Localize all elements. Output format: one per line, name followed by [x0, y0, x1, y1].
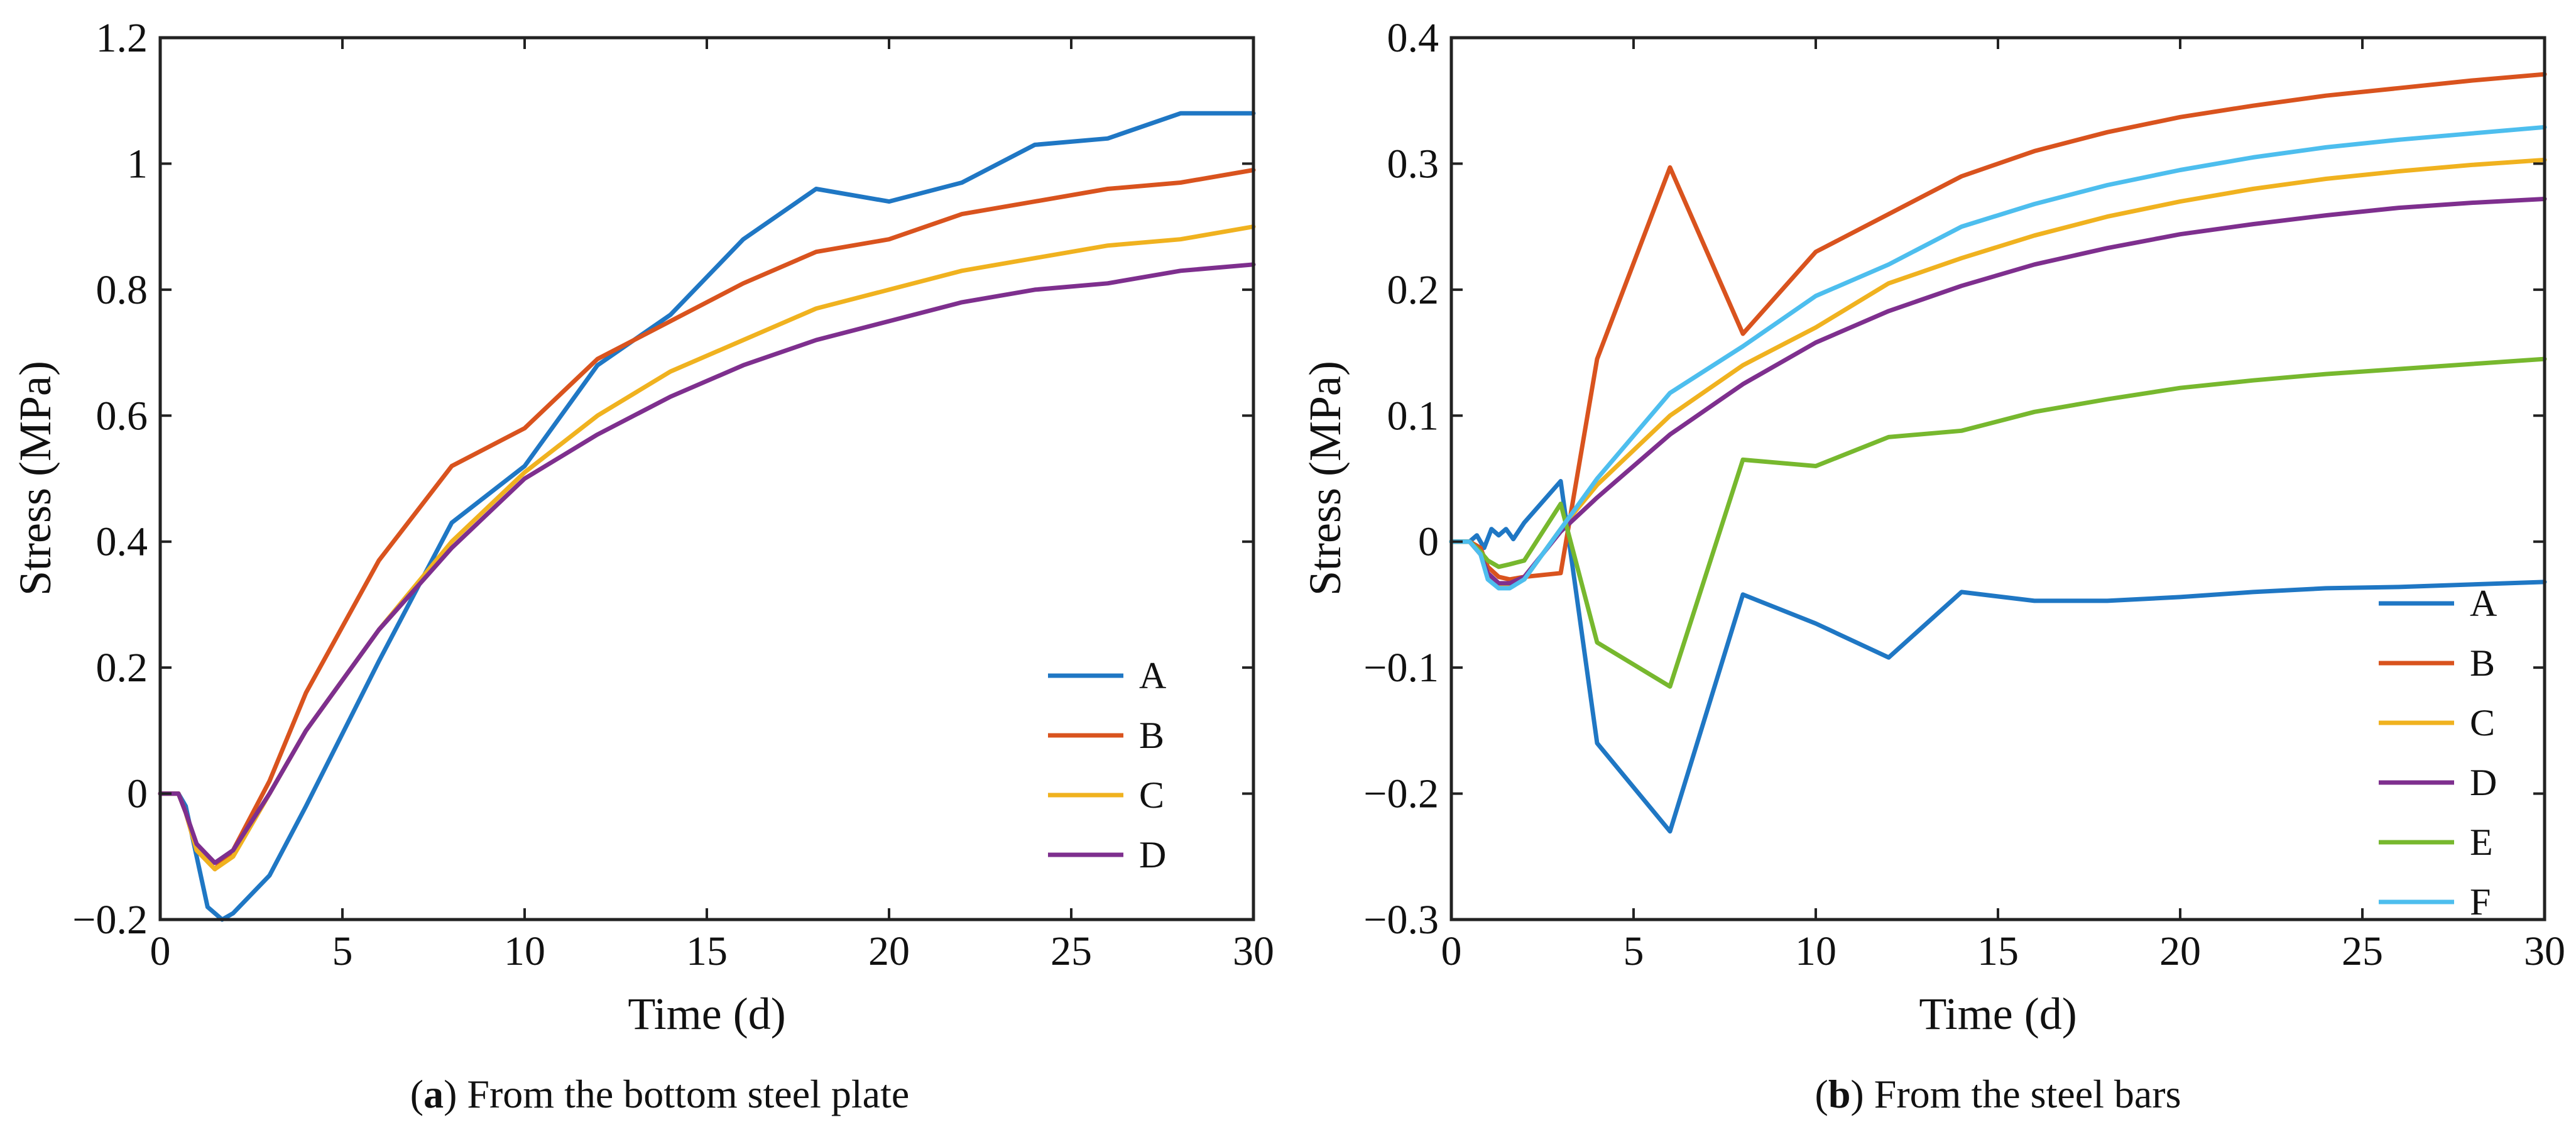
chart-b-y-tick-label: −0.1 — [1363, 645, 1439, 691]
chart-a-caption-label: a — [423, 1072, 444, 1116]
chart-b-x-tick-label: 5 — [1624, 928, 1644, 974]
chart-b-x-ticks: 0 5 10 15 20 25 30 — [1441, 38, 2565, 974]
chart-a-y-tick-label: −0.2 — [72, 897, 148, 943]
chart-b-x-tick-label: 25 — [2342, 928, 2383, 974]
chart-a-y-tick-label: 0 — [127, 771, 148, 817]
chart-b-y-axis-title: Stress (MPa) — [1300, 361, 1350, 596]
chart-b-legend-label-d: D — [2470, 762, 2497, 803]
chart-a-y-tick-label: 1 — [127, 141, 148, 187]
chart-b-x-tick-label: 10 — [1795, 928, 1836, 974]
chart-b-y-tick-label: −0.2 — [1363, 771, 1439, 817]
chart-b-caption-label: b — [1828, 1072, 1851, 1116]
chart-a-series-group — [158, 111, 1256, 922]
chart-a-x-tick-label: 15 — [686, 928, 728, 974]
chart-b-legend-label-a: A — [2470, 583, 2497, 624]
chart-b-x-tick-label: 30 — [2524, 928, 2565, 974]
chart-b-y-tick-label: 0.3 — [1387, 141, 1439, 187]
chart-a-series-a-line — [158, 111, 1256, 922]
chart-a-y-tick-label: 0.2 — [96, 645, 148, 691]
chart-b-y-tick-label: 0.1 — [1387, 393, 1439, 439]
chart-b-series-d-line — [1449, 197, 2547, 586]
chart-b-x-tick-label: 20 — [2159, 928, 2201, 974]
chart-a-caption: (a) From the bottom steel plate — [410, 1072, 910, 1116]
chart-a-y-tick-label: 0.6 — [96, 393, 148, 439]
chart-b-x-tick-label: 15 — [1977, 928, 2019, 974]
chart-b-y-ticks: −0.3 −0.2 −0.1 0 0.1 0.2 0.3 0.4 — [1363, 15, 2545, 943]
chart-a-series-d-line — [158, 262, 1256, 865]
chart-b-y-tick-label: 0.2 — [1387, 267, 1439, 313]
chart-a-x-tick-label: 20 — [868, 928, 910, 974]
chart-a-y-tick-label: 0.4 — [96, 519, 148, 565]
chart-a-x-tick-label: 5 — [332, 928, 353, 974]
chart-b-y-tick-label: 0 — [1418, 519, 1439, 565]
chart-b-legend-label-c: C — [2470, 702, 2495, 744]
chart-b-y-tick-label: −0.3 — [1363, 897, 1439, 943]
chart-a-x-axis-title: Time (d) — [628, 989, 785, 1039]
chart-a-y-axis-title: Stress (MPa) — [10, 361, 60, 596]
chart-a-x-tick-label: 30 — [1233, 928, 1274, 974]
chart-a: 0 5 10 15 20 25 30 −0.200.20.40.60.811.2 Time … — [10, 15, 1274, 1116]
chart-b-x-tick-label: 0 — [1441, 928, 1462, 974]
chart-b-y-tick-label: 0.4 — [1387, 15, 1439, 61]
chart-a-x-tick-label: 25 — [1051, 928, 1092, 974]
chart-a-y-tick-label: 1.2 — [96, 15, 148, 61]
chart-a-series-c-line — [158, 224, 1256, 872]
chart-a-legend-label-a: A — [1139, 655, 1166, 696]
chart-a-x-tick-label: 10 — [504, 928, 545, 974]
chart-b-series-a-line — [1449, 479, 2547, 834]
chart-b: 0 5 10 15 20 25 30 −0.3 −0.2 −0.1 0 0.1 0.2 0.3 0.4 T… — [1300, 15, 2565, 1116]
chart-b-series-group — [1449, 72, 2547, 834]
chart-b-legend-label-e: E — [2470, 822, 2493, 863]
chart-b-series-b-line — [1449, 72, 2547, 582]
chart-b-caption-text: From the steel bars — [1874, 1072, 2181, 1116]
chart-b-legend-label-b: B — [2470, 642, 2495, 684]
chart-b-series-f-line — [1449, 124, 2547, 591]
chart-a-x-tick-label: 0 — [150, 928, 171, 974]
chart-a-y-ticks: −0.2 0 0.2 0.4 0.6 0.8 1 1.2 — [72, 15, 1253, 943]
chart-a-legend-label-c: C — [1139, 774, 1164, 816]
chart-a-caption-text: From the bottom steel plate — [467, 1072, 909, 1116]
chart-a-legend-label-d: D — [1139, 834, 1166, 876]
chart-b-legend-label-f: F — [2470, 881, 2491, 923]
chart-b-x-axis-title: Time (d) — [1919, 989, 2077, 1039]
chart-a-y-tick-label: 0.8 — [96, 267, 148, 313]
chart-a-x-ticks: 0 5 10 15 20 25 30 — [150, 38, 1274, 974]
chart-a-legend-label-b: B — [1139, 715, 1164, 756]
chart-b-caption: (b) From the steel bars — [1815, 1072, 2181, 1116]
chart-b-series-e-line — [1449, 356, 2547, 689]
